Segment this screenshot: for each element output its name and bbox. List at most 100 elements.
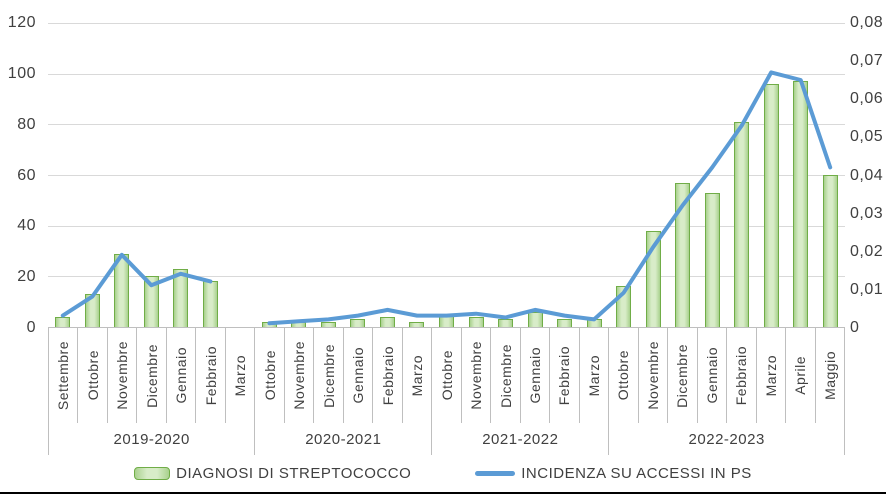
month-cell: Gennaio — [167, 328, 197, 423]
month-label: Novembre — [644, 341, 661, 410]
bar-gennaio — [350, 319, 366, 327]
right-axis-tick: 0,04 — [850, 166, 884, 184]
month-label: Aprile — [792, 356, 809, 395]
season-axis-labels: 2019-2020 2020-2021 2021-2022 2022-2023 — [48, 423, 845, 455]
left-axis-tick: 0 — [26, 319, 36, 336]
month-cell: Marzo — [580, 328, 610, 423]
month-cell: Febbraio — [550, 328, 580, 423]
right-axis-ticks: 0,08 0,07 0,06 0,05 0,04 0,03 0,02 0,01 0 — [845, 14, 886, 336]
month-label: Marzo — [585, 354, 602, 397]
month-label: Febbraio — [733, 345, 750, 406]
incidence-line-series — [60, 70, 833, 326]
legend-item-bars: DIAGNOSI DI STREPTOCOCCO — [134, 465, 411, 482]
right-axis-tick: 0,07 — [850, 52, 884, 70]
month-cell: Ottobre — [432, 328, 462, 423]
month-cell: Novembre — [285, 328, 315, 423]
bar-marzo — [409, 321, 425, 327]
month-label: Gennaio — [350, 347, 367, 404]
gridline — [48, 23, 845, 24]
month-axis-labels: Settembre Ottobre Novembre Dicembre Gennaio F… — [48, 328, 846, 423]
month-label: Dicembre — [674, 343, 691, 408]
season-label-2022-2023: 2022-2023 — [609, 423, 845, 455]
left-axis-ticks: 120 100 80 60 40 20 0 — [0, 14, 44, 336]
season-label-2020-2021: 2020-2021 — [255, 423, 433, 455]
bar-gennaio — [173, 268, 189, 327]
left-axis-tick: 40 — [17, 217, 36, 235]
month-label: Maggio — [821, 351, 838, 400]
line-series-swatch-icon — [475, 470, 516, 476]
season-label-2019-2020: 2019-2020 — [48, 423, 256, 455]
right-axis-tick: 0,06 — [850, 90, 884, 108]
bar-dicembre — [320, 321, 336, 327]
month-cell: Dicembre — [668, 328, 698, 423]
month-label: Febbraio — [379, 345, 396, 406]
gridline — [48, 124, 845, 126]
month-cell: Gennaio — [698, 328, 728, 423]
month-label: Gennaio — [703, 347, 720, 404]
legend-bars-label: DIAGNOSI DI STREPTOCOCCO — [176, 464, 412, 482]
bar-marzo — [763, 83, 779, 327]
month-label: Novembre — [114, 341, 131, 410]
bar-febbraio — [557, 319, 573, 327]
bar-febbraio — [379, 316, 395, 327]
left-axis-tick: 100 — [7, 64, 36, 82]
bar-gennaio — [704, 192, 720, 327]
month-label: Novembre — [291, 341, 308, 410]
bar-maggio — [822, 175, 838, 327]
month-label: Gennaio — [526, 347, 543, 404]
month-cell: Ottobre — [255, 328, 285, 423]
month-cell: Febbraio — [196, 328, 226, 423]
month-label: Ottobre — [261, 350, 278, 401]
month-cell: Novembre — [639, 328, 669, 423]
left-axis-tick: 120 — [7, 14, 36, 31]
legend-item-line: INCIDENZA SU ACCESSI IN PS — [475, 465, 752, 482]
month-cell: Novembre — [108, 328, 138, 423]
month-cell: Dicembre — [314, 328, 344, 423]
month-cell: Novembre — [462, 328, 492, 423]
right-axis-tick: 0,08 — [850, 14, 884, 31]
month-label: Settembre — [55, 340, 72, 411]
month-label: Ottobre — [615, 350, 632, 401]
month-label: Dicembre — [320, 343, 337, 408]
month-cell: Marzo — [403, 328, 433, 423]
page-bottom-border — [0, 492, 886, 494]
legend: DIAGNOSI DI STREPTOCOCCO INCIDENZA SU AC… — [0, 455, 886, 491]
month-cell: Maggio — [816, 328, 846, 423]
bar-novembre — [468, 316, 484, 327]
month-label: Marzo — [409, 354, 426, 397]
gridline — [48, 73, 845, 75]
month-cell: Gennaio — [521, 328, 551, 423]
right-axis-tick: 0,05 — [850, 128, 884, 146]
bar-series-swatch-icon — [134, 466, 171, 480]
right-axis-tick: 0,03 — [850, 204, 884, 222]
month-cell: Dicembre — [491, 328, 521, 423]
month-label: Ottobre — [438, 350, 455, 401]
left-axis-tick: 60 — [17, 166, 36, 184]
month-label: Dicembre — [497, 343, 514, 408]
month-label: Febbraio — [202, 345, 219, 406]
month-cell: Febbraio — [373, 328, 403, 423]
plot-area — [48, 23, 845, 328]
month-label: Ottobre — [84, 350, 101, 401]
month-cell: Marzo — [757, 328, 787, 423]
bar-series — [48, 23, 845, 327]
month-cell: Dicembre — [137, 328, 167, 423]
incidence-line-segment — [267, 70, 833, 326]
month-label: Marzo — [232, 354, 249, 397]
left-axis-tick: 80 — [17, 115, 36, 133]
month-cell: Febbraio — [727, 328, 757, 423]
left-axis-tick: 20 — [17, 268, 36, 286]
gridline — [48, 276, 845, 278]
gridline — [48, 175, 845, 176]
right-axis-tick: 0,02 — [850, 242, 884, 260]
month-label: Novembre — [468, 341, 485, 410]
month-label: Gennaio — [173, 347, 190, 404]
right-axis-tick: 0,01 — [850, 280, 884, 298]
bar-dicembre — [498, 319, 514, 327]
month-cell: Ottobre — [78, 328, 108, 423]
gridline — [48, 225, 845, 227]
plot-region: 120 100 80 60 40 20 0 0,08 0,07 0,06 0,05 0,04 0,03… — [0, 14, 886, 336]
right-axis-tick: 0 — [850, 319, 860, 336]
month-cell: Settembre — [48, 328, 79, 423]
month-cell: Marzo — [226, 328, 256, 423]
